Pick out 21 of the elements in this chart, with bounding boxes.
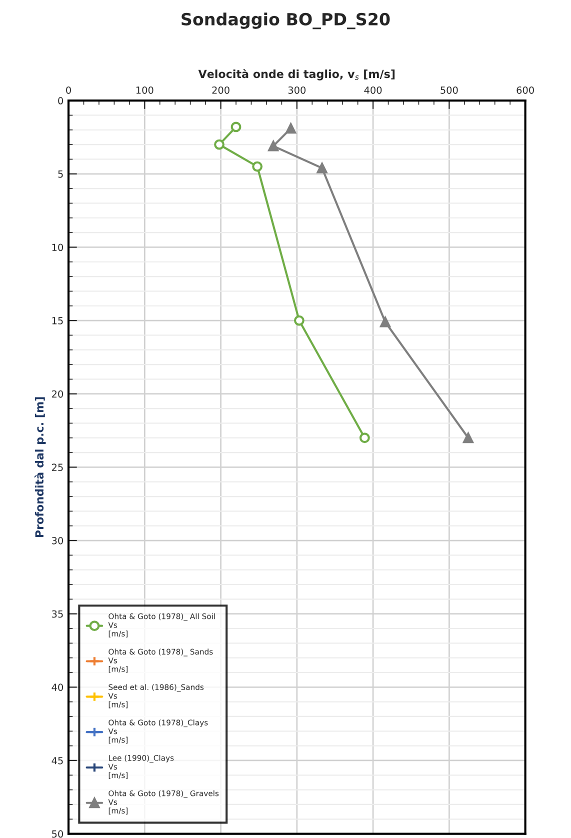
x-tick-label: 100 bbox=[136, 86, 154, 94]
y-tick-label: 40 bbox=[52, 684, 64, 691]
x-tick-label: 500 bbox=[440, 86, 458, 94]
y-tick-label: 10 bbox=[52, 244, 64, 252]
y-tick-label: 45 bbox=[52, 757, 63, 764]
y-tick-label: 0 bbox=[58, 97, 64, 104]
y-tick-label: 30 bbox=[52, 536, 64, 544]
y-tick-label: 5 bbox=[58, 170, 63, 178]
x-tick-label: 200 bbox=[212, 86, 230, 94]
y-tick-label: 50 bbox=[52, 830, 64, 838]
x-tick-label: 300 bbox=[288, 86, 306, 94]
x-axis-title: Velocità onde di taglio, v$_{s}$ [m/s] bbox=[198, 69, 395, 80]
y-axis-title: Profondità dal p.c. [m] bbox=[34, 397, 46, 538]
y-tick-label: 15 bbox=[52, 317, 63, 324]
y-tick-label: 35 bbox=[52, 610, 63, 618]
x-tick-label: 600 bbox=[516, 86, 534, 94]
y-tick-label: 25 bbox=[52, 464, 63, 472]
x-tick-label: 0 bbox=[66, 86, 71, 94]
x-tick-label: 400 bbox=[364, 86, 382, 94]
chart-title: Sondaggio BO_PD_S20 bbox=[182, 12, 390, 30]
y-tick-label: 20 bbox=[52, 390, 64, 398]
